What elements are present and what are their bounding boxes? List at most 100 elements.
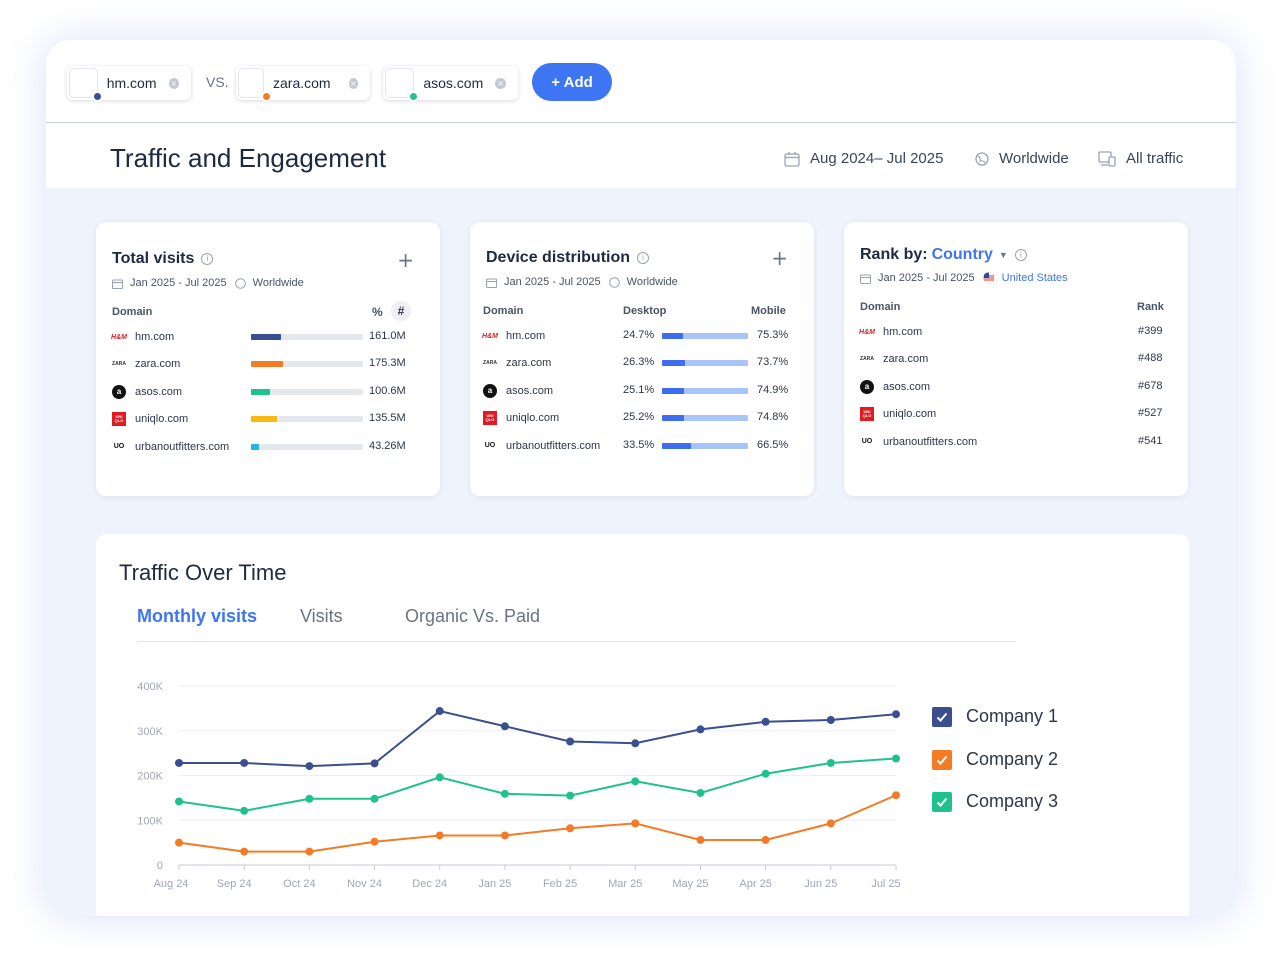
tab-visits[interactable]: Visits [300,606,343,626]
data-point [761,835,770,844]
x-tick-label: Oct 24 [283,878,315,890]
brand-logo: UNI QLO [860,407,874,422]
count-toggle[interactable]: # [391,301,411,321]
x-tick-label: Jul 25 [871,878,900,890]
rank-value: #488 [1138,352,1163,365]
tab-monthly-visits[interactable]: Monthly visits [137,606,258,626]
checkbox-checked-icon[interactable] [932,791,952,812]
rank-value: #527 [1138,407,1163,420]
info-icon[interactable]: i [637,252,650,264]
table-row[interactable]: UO urbanoutfitters.com [860,434,977,450]
table-row[interactable]: H&M hm.com [859,324,922,340]
series-line-1 [179,709,897,768]
data-point [500,722,509,731]
domain-name: zara.com [883,353,929,366]
data-point [826,716,835,725]
data-point [892,791,900,800]
remove-icon[interactable]: × [168,77,179,89]
table-row[interactable]: H&M hm.com [482,328,545,344]
checkbox-checked-icon[interactable] [932,749,952,770]
site-logo [69,68,103,102]
compare-chip-asos[interactable]: asos.com × [383,66,518,102]
x-tick-label: Dec 24 [412,878,447,890]
table-row[interactable]: H&M hm.com [111,329,174,345]
add-icon[interactable]: + [771,246,788,270]
table-row[interactable]: UNI QLO uniqlo.com [112,411,188,427]
table-row[interactable]: a asos.com [860,379,930,395]
desktop-value: 26.3% [623,356,655,369]
table-row[interactable]: a asos.com [483,383,553,399]
visits-value: 175.3M [369,357,406,370]
legend-company-2[interactable]: Company 2 [932,749,1058,770]
share-bar [251,334,363,340]
remove-icon[interactable]: × [495,77,506,89]
percent-toggle[interactable]: % [372,305,383,319]
add-site-button[interactable]: + Add [532,63,612,101]
site-name: asos.com [423,75,484,91]
rank-value: #541 [1138,434,1163,447]
card-title: Total visits i [112,250,214,268]
table-row[interactable]: ZARA zara.com [860,351,928,367]
country-link[interactable]: United States [1001,272,1068,284]
mobile-value: 75.3% [757,329,789,341]
visits-value: 161.0M [369,330,406,342]
site-name: zara.com [273,75,331,91]
mobile-column-header: Mobile [751,305,786,317]
info-icon[interactable]: i [1014,249,1027,261]
y-tick-label: 200K [137,771,163,783]
remove-icon[interactable]: × [348,77,358,89]
data-point [435,831,444,840]
x-tick-label: Jan 25 [478,878,511,890]
region-filter[interactable]: Worldwide [975,150,1069,167]
data-point [240,758,249,767]
share-bar-fill [251,443,259,450]
table-row[interactable]: UO urbanoutfitters.com [483,438,600,454]
share-bar-fill [251,416,277,423]
brand-logo: UNI QLO [112,412,126,427]
table-row[interactable]: UNI QLO uniqlo.com [483,410,559,426]
compare-chip-zara[interactable]: zara.com × [236,66,370,102]
domain-name: urbanoutfitters.com [506,439,601,452]
domain-name: uniqlo.com [883,408,937,421]
series-line-2 [178,794,897,853]
domain-name: urbanoutfitters.com [883,435,978,448]
desktop-bar-fill [662,415,684,422]
domain-column-header: Domain [860,301,901,313]
desktop-bar-fill [662,360,685,367]
share-bar [251,388,363,395]
legend-company-1[interactable]: Company 1 [932,706,1058,727]
card-region: Worldwide [252,277,304,289]
data-point [370,759,379,768]
checkbox-checked-icon[interactable] [932,706,952,727]
calendar-icon [860,274,871,284]
rank-by-dropdown[interactable]: Country [931,246,993,263]
data-point [240,806,249,815]
table-row[interactable]: ZARA zara.com [483,355,551,371]
table-row[interactable]: a asos.com [112,384,182,400]
chevron-down-icon[interactable]: ▼ [998,250,1008,260]
total-visits-card: Total visits i + Jan 2025 - Jul 2025 Worl… [96,222,440,496]
table-row[interactable]: UNI QLO uniqlo.com [860,406,936,422]
table-row[interactable]: UO urbanoutfitters.com [112,439,229,455]
site-logo [385,68,419,102]
legend-company-3[interactable]: Company 3 [932,791,1058,812]
table-row[interactable]: ZARA zara.com [112,356,180,372]
traffic-type-filter[interactable]: All traffic [1098,150,1183,167]
card-region: Worldwide [626,276,678,288]
domain-name: uniqlo.com [135,413,189,426]
info-icon[interactable]: i [201,253,214,265]
date-range-filter[interactable]: Aug 2024– Jul 2025 [784,150,943,167]
data-point [631,739,640,748]
globe-icon [975,151,989,166]
data-point [892,754,900,763]
tab-organic-vs-paid[interactable]: Organic Vs. Paid [405,606,541,626]
add-icon[interactable]: + [397,248,414,272]
y-tick-label: 400K [137,681,163,693]
compare-chip-hm[interactable]: hm.com × [67,66,191,102]
traffic-line-chart: 0 100K 200K 300K 400K Aug 24 Sep 24 Oct 24 Nov 2… [137,681,900,890]
share-bar-fill [251,361,284,368]
desktop-value: 33.5% [623,438,655,451]
site-color-dot [408,91,419,102]
data-point [175,797,183,806]
mobile-value: 66.5% [757,438,789,451]
